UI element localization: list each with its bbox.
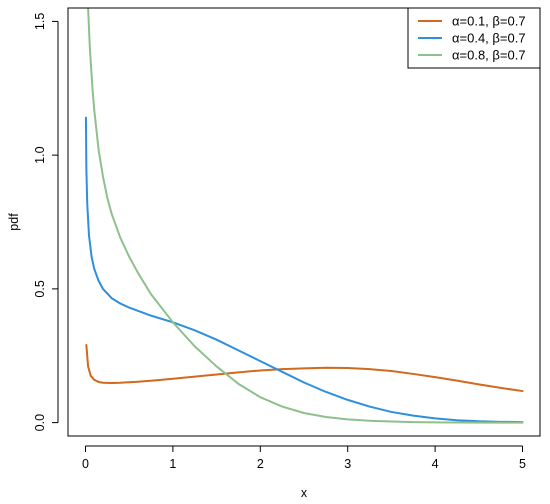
plot-area (84, 8, 524, 424)
series-line-1 (85, 344, 524, 393)
plot-frame (67, 7, 541, 437)
y-tick-label: 1.0 (33, 146, 47, 163)
series-line-3 (87, 8, 524, 424)
series-line-2 (84, 116, 524, 424)
x-tick-label: 3 (344, 457, 351, 471)
y-tick-label: 0.5 (33, 280, 47, 297)
legend: α=0.1, β=0.7 α=0.4, β=0.7 α=0.8, β=0.7 (407, 7, 541, 69)
y-tick-label: 0.0 (33, 414, 47, 431)
x-axis: 0 1 2 3 4 5 (82, 445, 526, 471)
legend-label: α=0.1, β=0.7 (452, 14, 526, 29)
x-tick-label: 2 (257, 457, 264, 471)
legend-label: α=0.4, β=0.7 (452, 31, 526, 46)
y-tick-label: 1.5 (33, 13, 47, 30)
x-tick-label: 1 (169, 457, 176, 471)
x-tick-label: 0 (82, 457, 89, 471)
y-axis: 0.0 0.5 1.0 1.5 (33, 13, 59, 431)
x-axis-label: x (301, 486, 308, 500)
legend-label: α=0.8, β=0.7 (452, 48, 526, 63)
x-tick-label: 5 (519, 457, 526, 471)
x-tick-label: 4 (432, 457, 439, 471)
y-axis-label: pdf (7, 213, 21, 231)
